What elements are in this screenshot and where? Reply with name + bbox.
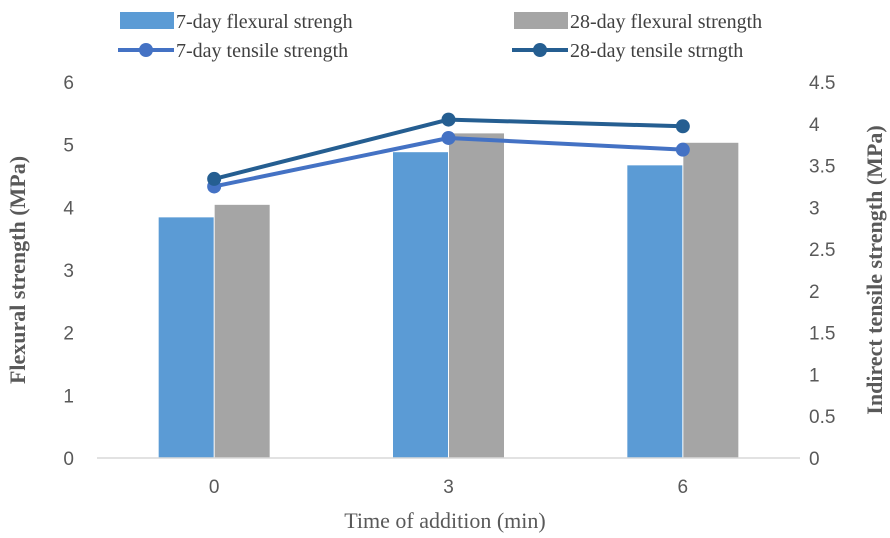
legend-item-bar-1: 7-day flexural strengh (120, 11, 353, 33)
line-1-point (441, 130, 456, 145)
legend-item-bar-2: 28-day flexural strength (514, 11, 762, 33)
y-axis-title-right: Indirect tensile strength (MPa) (862, 125, 887, 414)
left-tick-label: 2 (63, 324, 74, 345)
legend-marker-line-2 (533, 43, 547, 57)
left-tick-label: 1 (63, 386, 74, 407)
bar-2-cat-3 (449, 133, 504, 459)
right-tick-label: 1.5 (809, 324, 835, 345)
left-axis-ticks: 0 1 2 3 4 5 6 (63, 73, 74, 470)
bar-2-cat-0 (214, 204, 270, 458)
line-2-point (675, 119, 690, 134)
left-tick-label: 5 (63, 136, 74, 157)
legend-marker-line-1 (139, 43, 153, 57)
left-tick-label: 3 (63, 261, 74, 282)
right-tick-label: 1 (809, 365, 820, 386)
left-tick-label: 0 (63, 449, 74, 470)
legend-label-bar-2: 28-day flexural strength (570, 11, 762, 33)
y-axis-title-left: Flexural strength (MPa) (5, 156, 30, 384)
right-tick-label: 3.5 (809, 157, 835, 178)
line-2-point (441, 112, 456, 127)
x-axis-title: Time of addition (min) (344, 508, 545, 533)
left-tick-label: 6 (63, 73, 74, 94)
right-axis-ticks: 0 0.5 1 1.5 2 2.5 3 3.5 4 4.5 (809, 73, 835, 470)
right-tick-label: 0 (809, 449, 820, 470)
right-tick-label: 2.5 (809, 240, 835, 261)
legend: 7-day flexural strengh 28-day flexural s… (118, 11, 762, 62)
bar-1-cat-6 (627, 165, 683, 458)
legend-label-bar-1: 7-day flexural strengh (176, 11, 353, 33)
line-2-point (207, 171, 222, 186)
x-tick-label: 3 (443, 477, 454, 498)
right-tick-label: 4.5 (809, 73, 835, 94)
x-tick-label: 6 (678, 477, 689, 498)
bar-1-cat-3 (393, 152, 448, 459)
right-tick-label: 4 (809, 115, 820, 136)
left-tick-label: 4 (63, 198, 74, 219)
bar-2-cat-6 (683, 142, 739, 458)
bar-1-cat-0 (158, 217, 214, 458)
right-tick-label: 0.5 (809, 407, 835, 428)
legend-swatch-bar-1 (120, 12, 174, 29)
legend-item-line-1: 7-day tensile strength (118, 40, 348, 62)
right-tick-label: 3 (809, 198, 820, 219)
right-tick-label: 2 (809, 282, 820, 303)
lines (207, 112, 690, 194)
legend-item-line-2: 28-day tensile strngth (512, 40, 743, 62)
line-1-point (675, 142, 690, 157)
bars (158, 133, 739, 459)
legend-label-line-1: 7-day tensile strength (176, 40, 348, 62)
legend-label-line-2: 28-day tensile strngth (570, 40, 743, 62)
x-tick-label: 0 (209, 477, 220, 498)
x-axis-ticks: 0 3 6 (209, 477, 688, 498)
legend-swatch-bar-2 (514, 12, 568, 29)
